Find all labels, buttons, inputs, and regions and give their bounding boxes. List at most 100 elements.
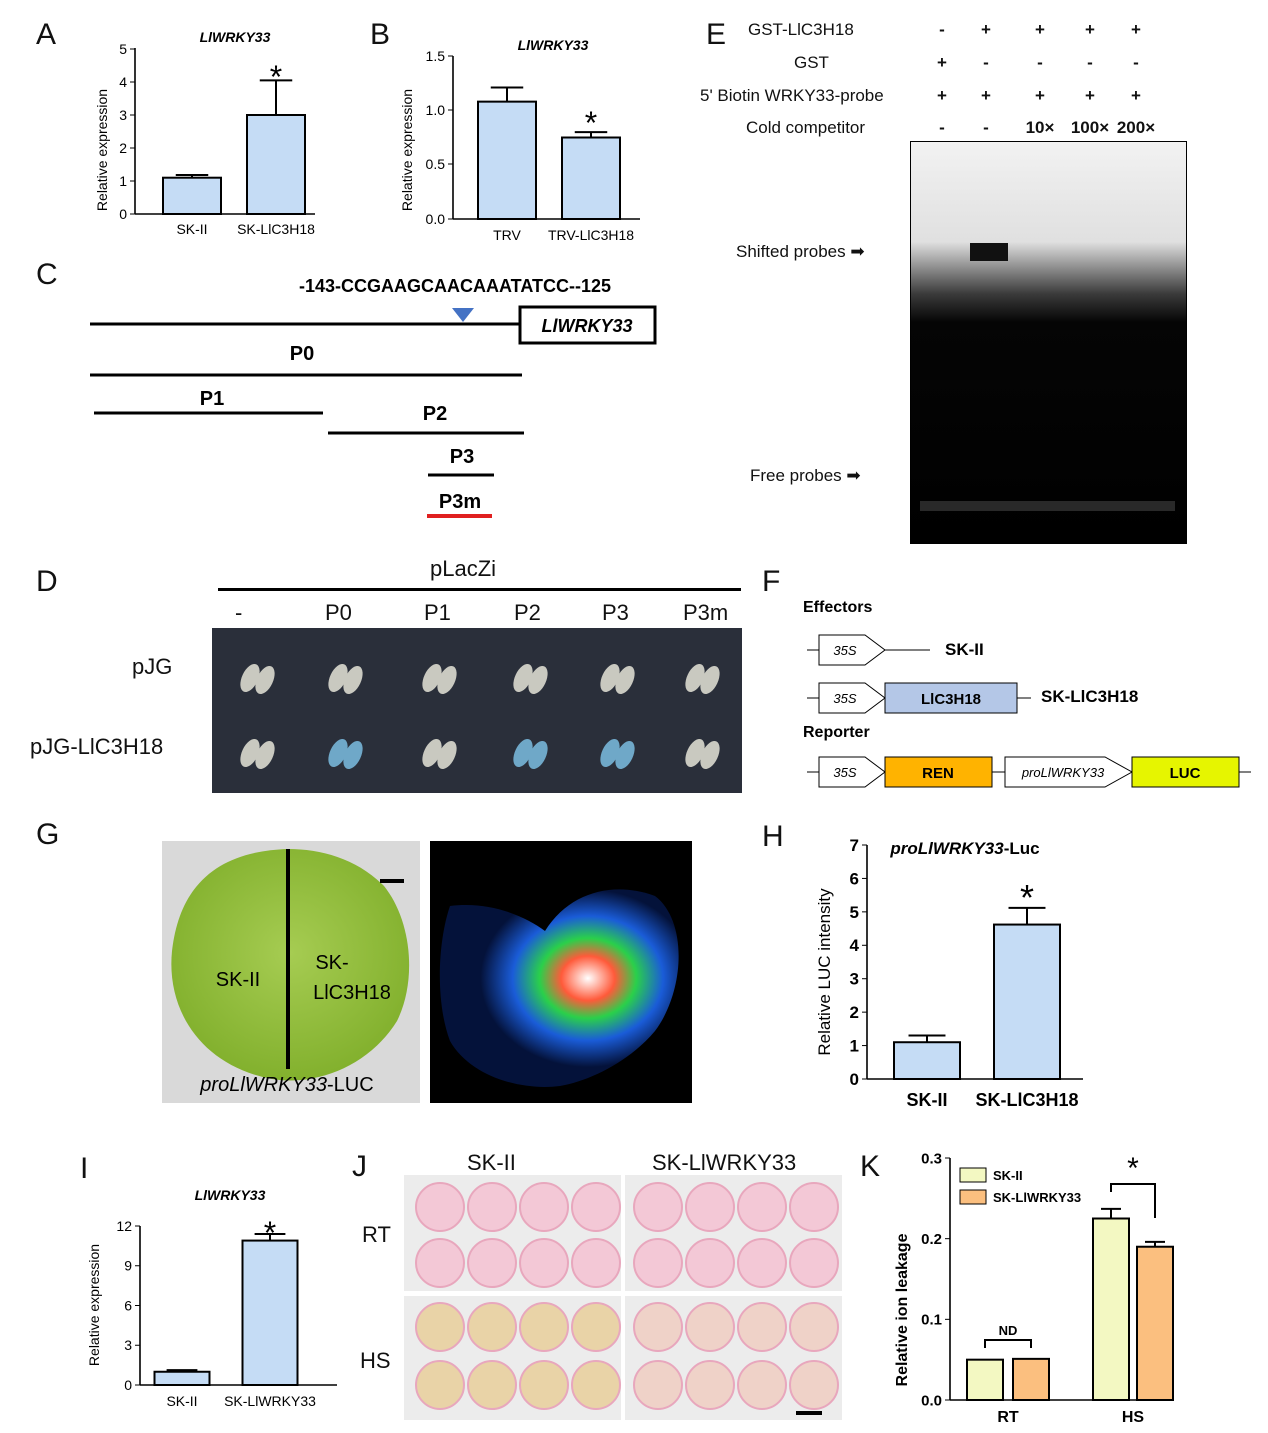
- emsa-lane-mark: +: [1085, 20, 1095, 39]
- luminescence-signal: [439, 889, 679, 1087]
- bar: [477, 100, 537, 220]
- x-tick-label: SK-LlWRKY33: [224, 1393, 316, 1409]
- y-tick: 6: [850, 869, 859, 888]
- panel-c-diagram: -143-CCGAAGCAACAAATATCC--125 LlWRKY33 P0…: [90, 276, 657, 518]
- panel-a-ylabel: Relative expression: [94, 89, 110, 211]
- yeast-plate-image: [212, 628, 742, 793]
- panel-k-ylabel: Relative ion leakage: [894, 1233, 911, 1386]
- panel-i-chart: LlWRKY33 Relative expression 0 3 6 9 12 SK-I…: [86, 1187, 337, 1409]
- emsa-lane-mark: -: [1133, 53, 1139, 72]
- vector-label: pLacZi: [430, 556, 497, 581]
- y-tick: 4: [119, 74, 127, 90]
- y-tick: 6: [124, 1297, 132, 1313]
- effectors-label: Effectors: [803, 599, 872, 616]
- fragment-label: P2: [423, 403, 447, 425]
- construct-diagram: Effectors 35S SK-II 35S LlC3H18 SK-LlC3H…: [803, 599, 1251, 788]
- bar: [1012, 1357, 1050, 1401]
- column-label: P0: [325, 600, 352, 625]
- emsa-lane-mark: +: [1131, 20, 1141, 39]
- x-tick-label: TRV-LlC3H18: [548, 227, 634, 243]
- panel-label-j: J: [352, 1150, 367, 1183]
- y-tick: 2: [119, 140, 127, 156]
- column-label: P3m: [683, 600, 729, 625]
- row-label: HS: [360, 1348, 391, 1373]
- y-tick: 4: [850, 936, 860, 955]
- ren-box: [884, 756, 993, 788]
- luc-box: [1131, 756, 1240, 788]
- emsa-lane-mark: -: [983, 118, 989, 137]
- binding-site-triangle-icon: [452, 308, 474, 322]
- row-label: pJG-LlC3H18: [30, 734, 164, 759]
- promoter-sequence: -143-CCGAAGCAACAAATATCC--125: [299, 276, 611, 296]
- luciferase-image: [430, 841, 692, 1103]
- panel-label-a: A: [36, 18, 57, 51]
- column-label: SK-LlWRKY33: [652, 1150, 797, 1175]
- y-tick: 7: [850, 836, 859, 855]
- group-label: RT: [997, 1409, 1019, 1426]
- panel-label-c: C: [36, 258, 58, 291]
- y-tick: 3: [119, 107, 127, 123]
- bar: [1136, 1245, 1174, 1401]
- y-tick: 0.2: [921, 1231, 942, 1248]
- leaf-caption: proLlWRKY33-LUC: [199, 1074, 373, 1096]
- row-label: RT: [362, 1222, 391, 1247]
- legend-label: SK-II: [993, 1168, 1023, 1183]
- y-tick: 1: [119, 173, 127, 189]
- y-tick: 3: [850, 970, 859, 989]
- construct-label: SK-LlC3H18: [1041, 687, 1138, 706]
- significance-star: *: [1127, 1152, 1139, 1185]
- emsa-lane-mark: 10×: [1025, 118, 1055, 137]
- y-tick: 3: [124, 1337, 132, 1353]
- significance-star: *: [264, 1215, 276, 1251]
- panel-label-g: G: [36, 818, 60, 851]
- promoter-35s-label: 35S: [833, 643, 856, 658]
- lic3h18-box-label: LlC3H18: [921, 691, 981, 708]
- gene-name: LlWRKY33: [541, 316, 632, 336]
- gene-box: [518, 305, 657, 345]
- panel-label-d: D: [36, 565, 58, 598]
- y-tick: 0: [119, 206, 127, 222]
- y-tick: 1: [850, 1037, 859, 1056]
- significance-star: *: [1020, 877, 1034, 918]
- luc-box-label: LUC: [1170, 765, 1201, 782]
- x-tick-label: SK-II: [166, 1393, 197, 1409]
- x-tick-label: SK-LlC3H18: [237, 221, 315, 237]
- emsa-lane-mark: 200×: [1116, 118, 1156, 137]
- bar: [893, 1041, 961, 1081]
- promoter-arrow-icon: [1004, 756, 1134, 788]
- emsa-lane-mark: -: [983, 53, 989, 72]
- petal-discs-photo: [404, 1175, 842, 1420]
- promoter-arrow-icon: [818, 682, 886, 714]
- leaf-left-label: SK-II: [216, 969, 260, 991]
- panel-label-e: E: [706, 18, 727, 51]
- y-tick: 12: [116, 1218, 132, 1234]
- bar: [246, 114, 306, 215]
- ren-box-label: REN: [922, 765, 954, 782]
- panel-b-title: LlWRKY33: [518, 37, 589, 53]
- panel-h-ylabel: Relative LUC intensity: [815, 888, 834, 1056]
- free-probes-label: Free probes ➡: [750, 466, 861, 485]
- lic3h18-box: [884, 682, 1018, 714]
- fragment-label: P0: [290, 343, 314, 365]
- bar: [153, 1370, 211, 1386]
- shifted-probes-label: Shifted probes ➡: [736, 242, 865, 261]
- nd-label: ND: [999, 1323, 1018, 1338]
- panel-a-chart: LlWRKY33 Relative expression 0 1 2 3 4 5…: [94, 29, 315, 237]
- emsa-lane-mark: +: [1131, 86, 1141, 105]
- y-tick: 0: [850, 1070, 859, 1089]
- y-tick: 9: [124, 1258, 132, 1274]
- y-tick: 0.0: [426, 211, 446, 227]
- emsa-gel-image: [910, 141, 1187, 544]
- emsa-row-label: Cold competitor: [746, 118, 866, 137]
- panel-label-b: B: [370, 18, 391, 51]
- y-tick: 5: [119, 41, 127, 57]
- group-label: HS: [1122, 1409, 1145, 1426]
- significance-star: *: [270, 59, 282, 95]
- column-label: SK-II: [467, 1150, 516, 1175]
- emsa-lane-mark: +: [937, 86, 947, 105]
- emsa-lane-mark: -: [1087, 53, 1093, 72]
- bar: [1092, 1217, 1130, 1401]
- reporter-label: Reporter: [803, 724, 870, 741]
- y-tick: 0.3: [921, 1150, 942, 1167]
- panel-h-chart: proLlWRKY33-Luc Relative LUC intensity 0…: [815, 836, 1083, 1110]
